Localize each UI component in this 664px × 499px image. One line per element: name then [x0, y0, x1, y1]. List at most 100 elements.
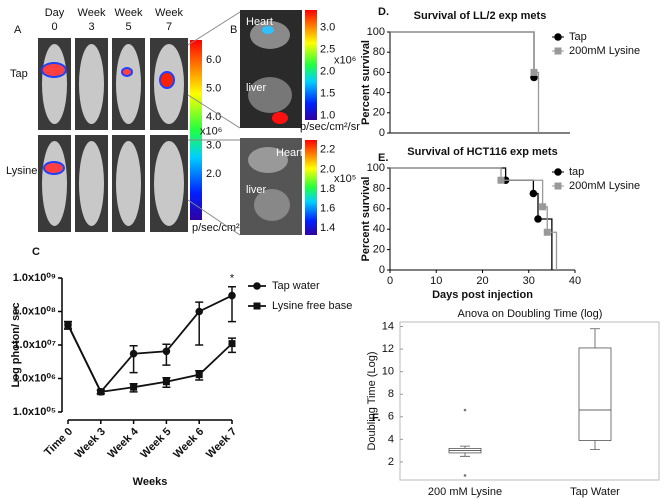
mouse-body [42, 141, 67, 226]
colorbar-exponent: x10⁶ [334, 55, 356, 67]
mouse-body [42, 44, 67, 124]
marker [130, 383, 138, 391]
legend-marker [554, 182, 562, 190]
x-axis-label: Days post injection [432, 289, 533, 301]
y-tick-label: 100 [367, 26, 385, 38]
x-tick-label: Tap Water [570, 486, 620, 498]
legend-label: Tap [569, 31, 587, 43]
column-label: Day [45, 7, 65, 19]
signal [45, 163, 63, 173]
survival-curve [390, 167, 558, 270]
marker [529, 189, 538, 198]
legend-label: Tap water [272, 280, 320, 292]
column-label: 7 [166, 21, 172, 33]
y-tick-label: 20 [373, 107, 385, 119]
colorbar-tick-label: 2.0 [206, 168, 221, 180]
colorbar-tick-label: 1.6 [320, 202, 335, 214]
annotation: * [230, 273, 235, 285]
connector [187, 11, 241, 46]
error-bar [129, 344, 138, 374]
legend-label: Lysine free base [272, 300, 352, 312]
marker [543, 228, 551, 236]
y-tick-label: 20 [373, 244, 385, 256]
panel-label: A [14, 24, 22, 36]
y-tick-label: 14 [382, 320, 394, 332]
whisker [590, 328, 600, 450]
x-tick-label: 0 [387, 275, 393, 287]
marker [162, 378, 170, 386]
colorbar-tick-label: 1.0 [320, 110, 335, 122]
y-tick-label: 8 [388, 388, 394, 400]
marker [64, 321, 72, 329]
mouse-body [116, 141, 141, 226]
survival-curve [390, 167, 553, 270]
colorbar [305, 10, 317, 120]
colorbar-tick-label: 5.0 [206, 82, 221, 94]
panel-label: F. [372, 412, 381, 424]
y-tick-label: 40 [373, 87, 385, 99]
plot-frame [399, 321, 660, 481]
colorbar [305, 140, 317, 235]
y-axis-label: Log photon/ sec [10, 303, 22, 388]
column-label: Week [115, 7, 143, 19]
line [67, 294, 233, 394]
x-tick-label: Week 7 [204, 426, 239, 461]
x-tick-label: Week 3 [73, 426, 108, 461]
colorbar-tick-label: 2.2 [320, 144, 335, 156]
x-axis-label: Weeks [133, 476, 168, 488]
signal [123, 69, 131, 75]
colorbar-tick-label: 6.0 [206, 54, 221, 66]
y-tick-label: 4 [388, 433, 394, 445]
marker [195, 307, 203, 316]
colorbar-exponent: x10⁵ [334, 173, 356, 185]
marker [228, 340, 236, 348]
mouse-body [79, 141, 104, 226]
y-tick-label: 1.0x10⁰⁹ [13, 272, 56, 284]
legend-marker [554, 47, 562, 55]
legend-marker [554, 168, 562, 176]
chart-title: Anova on Doubling Time (log) [458, 308, 603, 320]
colorbar-unit: p/sec/cm²/sr [300, 121, 360, 133]
marker [195, 371, 203, 379]
panel-label: D. [378, 6, 389, 18]
mouse-body [154, 141, 184, 226]
y-tick-label: 2 [388, 456, 394, 468]
marker [534, 215, 542, 223]
panel-label: E. [378, 152, 388, 164]
marker [97, 388, 105, 396]
colorbar-tick-label: 2.5 [320, 44, 335, 56]
row-label: Lysine [6, 165, 37, 177]
row-label: Tap [10, 68, 28, 80]
survival-curve [390, 31, 535, 78]
organ [248, 77, 292, 113]
column-label: 0 [51, 21, 57, 33]
colorbar-tick-label: 3.0 [320, 22, 335, 34]
colorbar-tick-label: 1.8 [320, 183, 335, 195]
y-axis-label: Percent survival [360, 40, 372, 125]
legend-label: tap [569, 166, 584, 178]
column-label: 3 [88, 21, 94, 33]
x-tick-label: 30 [523, 275, 535, 287]
y-tick-label: 0 [379, 127, 385, 139]
organ [254, 189, 290, 221]
column-label: 5 [125, 21, 131, 33]
column-label: Week [78, 7, 106, 19]
x-tick-label: 200 mM Lysine [428, 486, 502, 498]
organ-label: Heart [276, 147, 303, 159]
y-tick-label: 6 [388, 411, 394, 423]
x-tick-label: Week 5 [138, 426, 173, 461]
organ [248, 147, 288, 173]
chart-title: Survival of LL/2 exp mets [414, 10, 547, 22]
y-tick-label: 80 [373, 182, 385, 194]
organ-label: liver [246, 82, 267, 94]
whisker [460, 445, 470, 457]
survival-curve [390, 31, 540, 133]
marker [129, 349, 138, 358]
mouse-body [116, 44, 141, 124]
connector [187, 199, 241, 236]
column-label: Week [155, 7, 183, 19]
y-tick-label: 100 [367, 162, 385, 174]
y-axis-label: Doubling Time (Log) [366, 351, 378, 450]
signal [43, 64, 65, 76]
